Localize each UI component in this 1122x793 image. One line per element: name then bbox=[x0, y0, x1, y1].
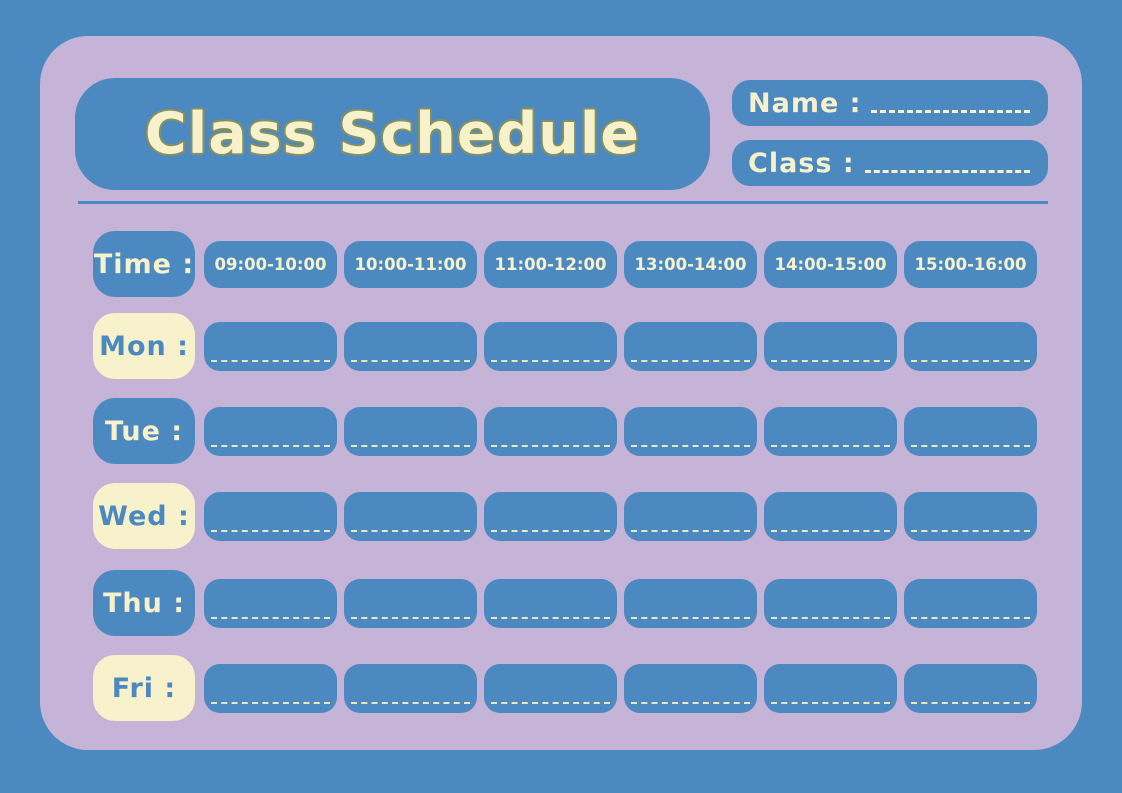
schedule-panel: Class Schedule Name : Class : Time : 09:… bbox=[40, 36, 1082, 750]
schedule-cell[interactable] bbox=[624, 406, 757, 456]
schedule-cell[interactable] bbox=[344, 663, 477, 713]
schedule-cell[interactable] bbox=[764, 578, 897, 628]
schedule-cell[interactable] bbox=[484, 491, 617, 541]
schedule-cell[interactable] bbox=[764, 663, 897, 713]
schedule-cell[interactable] bbox=[624, 578, 757, 628]
header-divider bbox=[78, 201, 1048, 204]
day-label: Thu : bbox=[93, 570, 195, 636]
schedule-cell[interactable] bbox=[484, 321, 617, 371]
schedule-cell[interactable] bbox=[484, 663, 617, 713]
day-row-thu: Thu : bbox=[93, 570, 1037, 636]
time-slot: 14:00-15:00 bbox=[764, 240, 897, 288]
schedule-cell[interactable] bbox=[484, 578, 617, 628]
name-input-line[interactable] bbox=[871, 109, 1030, 113]
schedule-cell[interactable] bbox=[904, 663, 1037, 713]
schedule-cell[interactable] bbox=[624, 321, 757, 371]
time-slot: 11:00-12:00 bbox=[484, 240, 617, 288]
schedule-cell[interactable] bbox=[204, 406, 337, 456]
schedule-cell[interactable] bbox=[904, 491, 1037, 541]
name-label: Name : bbox=[748, 87, 862, 119]
title-banner: Class Schedule bbox=[75, 78, 710, 190]
schedule-cell[interactable] bbox=[764, 406, 897, 456]
class-field: Class : bbox=[732, 140, 1048, 186]
schedule-cell[interactable] bbox=[764, 491, 897, 541]
day-label: Tue : bbox=[93, 398, 195, 464]
schedule-cell[interactable] bbox=[624, 663, 757, 713]
class-input-line[interactable] bbox=[864, 169, 1030, 173]
page-title: Class Schedule bbox=[144, 101, 641, 167]
day-label: Fri : bbox=[93, 655, 195, 721]
day-label: Wed : bbox=[93, 483, 195, 549]
time-row: Time : 09:00-10:00 10:00-11:00 11:00-12:… bbox=[93, 231, 1037, 297]
schedule-cell[interactable] bbox=[904, 578, 1037, 628]
schedule-cell[interactable] bbox=[204, 578, 337, 628]
time-slot: 15:00-16:00 bbox=[904, 240, 1037, 288]
schedule-cell[interactable] bbox=[904, 321, 1037, 371]
day-row-wed: Wed : bbox=[93, 483, 1037, 549]
class-label: Class : bbox=[748, 147, 855, 179]
schedule-cell[interactable] bbox=[904, 406, 1037, 456]
day-label: Mon : bbox=[93, 313, 195, 379]
time-slot: 10:00-11:00 bbox=[344, 240, 477, 288]
time-label: Time : bbox=[93, 231, 195, 297]
schedule-cell[interactable] bbox=[344, 406, 477, 456]
schedule-cell[interactable] bbox=[484, 406, 617, 456]
time-slot: 09:00-10:00 bbox=[204, 240, 337, 288]
schedule-cell[interactable] bbox=[344, 491, 477, 541]
schedule-cell[interactable] bbox=[624, 491, 757, 541]
name-field: Name : bbox=[732, 80, 1048, 126]
schedule-cell[interactable] bbox=[204, 491, 337, 541]
day-row-mon: Mon : bbox=[93, 313, 1037, 379]
schedule-cell[interactable] bbox=[344, 321, 477, 371]
schedule-cell[interactable] bbox=[764, 321, 897, 371]
day-row-tue: Tue : bbox=[93, 398, 1037, 464]
schedule-cell[interactable] bbox=[204, 321, 337, 371]
schedule-cell[interactable] bbox=[204, 663, 337, 713]
day-row-fri: Fri : bbox=[93, 655, 1037, 721]
time-slot: 13:00-14:00 bbox=[624, 240, 757, 288]
schedule-cell[interactable] bbox=[344, 578, 477, 628]
